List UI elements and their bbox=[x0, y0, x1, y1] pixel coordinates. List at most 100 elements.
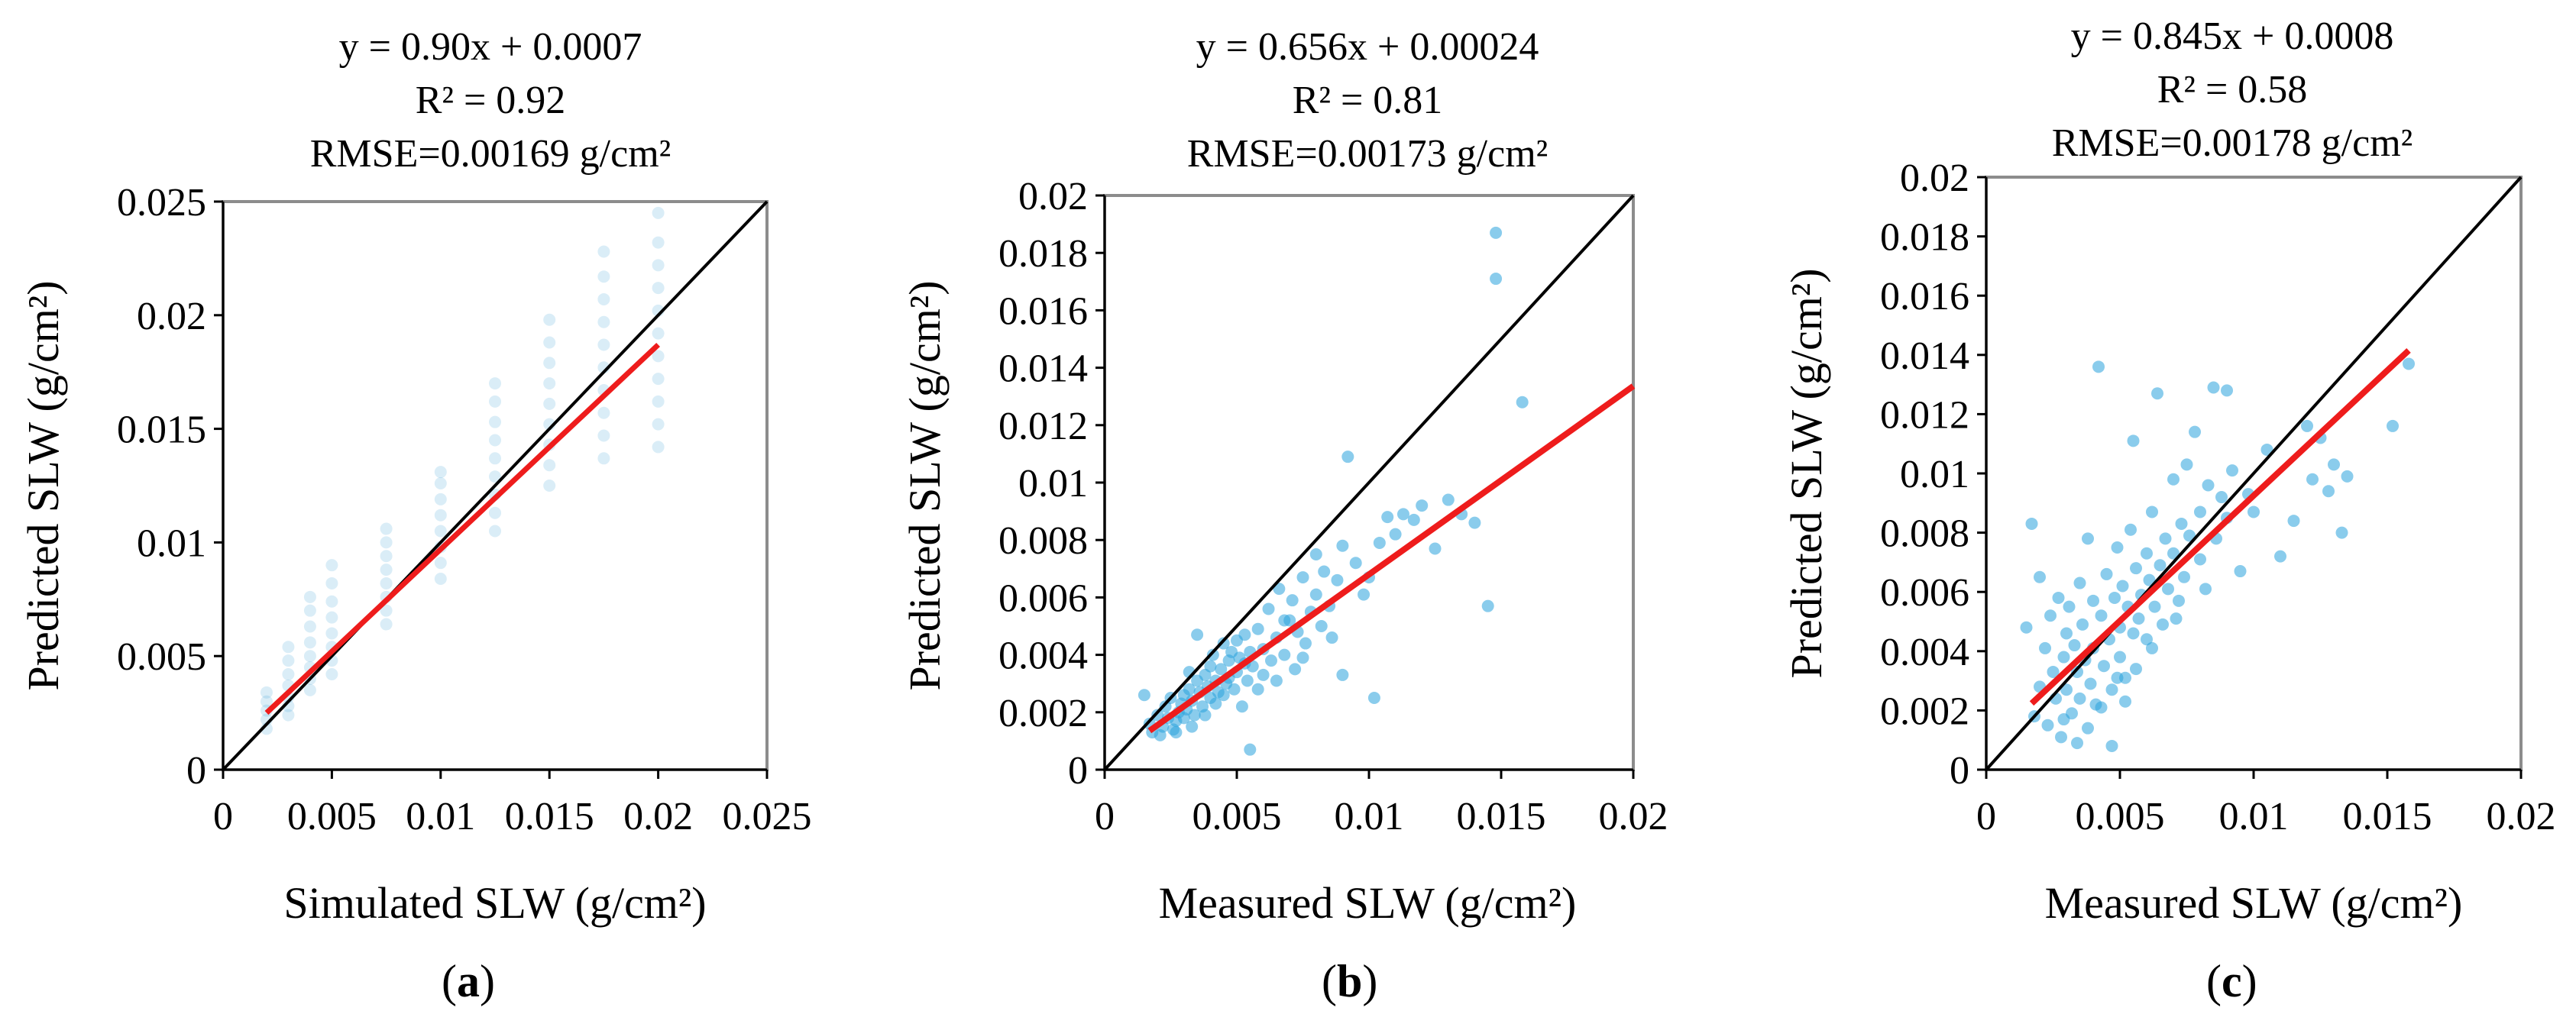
panel-a-data-point bbox=[652, 418, 665, 431]
panel-c-y-tick-label: 0.002 bbox=[1880, 690, 1969, 733]
panel-a-data-point bbox=[489, 434, 501, 447]
panel-a-data-point bbox=[543, 459, 556, 472]
panel-b: y = 0.656x + 0.00024 R² = 0.81 RMSE=0.00… bbox=[900, 25, 1668, 1006]
panel-c-data-point bbox=[2127, 434, 2140, 447]
panel-a-regression-line bbox=[264, 342, 660, 715]
panel-c-x-ticks: 0 0.005 0.01 0.015 0.02 bbox=[1976, 770, 2556, 838]
panel-c-data-point bbox=[2226, 464, 2238, 477]
panel-c-data-point bbox=[2322, 485, 2335, 498]
panel-b-data-point bbox=[1296, 571, 1309, 584]
panel-c-y-tick-label: 0.01 bbox=[1900, 453, 1969, 496]
panel-c-data-point bbox=[2076, 618, 2089, 631]
panel-b-y-tick-label: 0.008 bbox=[998, 519, 1088, 563]
panel-b-data-point bbox=[1442, 493, 1455, 506]
panel-b-data-point bbox=[1191, 628, 1204, 641]
panel-c-data-point bbox=[2143, 573, 2156, 586]
panel-c-label: (c) bbox=[2206, 956, 2257, 1006]
panel-c-y-ticks: 0 0.002 0.004 0.006 0.008 0.01 0.012 0.014 0.016… bbox=[1880, 157, 1986, 793]
panel-c-data-point bbox=[2041, 719, 2054, 731]
panel-b-data-point bbox=[1238, 628, 1251, 641]
panel-a-data-point bbox=[434, 557, 447, 570]
panel-c-data-point bbox=[2057, 651, 2070, 664]
panel-c-y-tick-label: 0.004 bbox=[1880, 631, 1969, 674]
panel-a-data-point bbox=[489, 415, 501, 428]
panel-c-data-point bbox=[2095, 701, 2108, 714]
panel-a-data-point bbox=[380, 576, 393, 589]
panel-a-y-tick-label: 0.01 bbox=[137, 522, 206, 565]
panel-c-x-axis-label: Measured SLW (g/cm²) bbox=[2045, 878, 2463, 928]
panel-a-data-point bbox=[325, 576, 338, 589]
panel-c-y-tick-label: 0 bbox=[1950, 749, 1969, 793]
panel-c-data-point bbox=[2125, 523, 2137, 536]
panel-a-data-point bbox=[652, 327, 665, 340]
panel-a-data-point bbox=[380, 536, 393, 549]
panel-c-data-point bbox=[2306, 473, 2319, 486]
panel-b-y-tick-label: 0 bbox=[1068, 749, 1088, 793]
panel-a-data-point bbox=[543, 377, 556, 390]
panel-b-data-point bbox=[1381, 511, 1394, 524]
panel-c-data-point bbox=[2098, 660, 2110, 673]
panel-c-data-point bbox=[2189, 425, 2201, 438]
panel-c-data-point bbox=[2114, 651, 2126, 664]
panel-c-data-point bbox=[2215, 491, 2228, 504]
panel-a-data-point bbox=[543, 480, 556, 492]
panel-b-data-point bbox=[1407, 513, 1420, 526]
panel-c-plot-area: 0 0.005 0.01 0.015 0.02 0 0.002 0.004 0.006 0.00… bbox=[1880, 157, 2556, 838]
panel-a-data-point bbox=[380, 618, 393, 631]
panel-b-y-tick-label: 0.002 bbox=[998, 692, 1088, 735]
panel-c-regression-line bbox=[2029, 348, 2411, 706]
panel-b-data-point bbox=[1516, 396, 1529, 409]
panel-a-x-axis-label: Simulated SLW (g/cm²) bbox=[283, 878, 706, 928]
panel-a-y-tick-label: 0.02 bbox=[137, 295, 206, 338]
panel-b-x-tick-label: 0.005 bbox=[1193, 795, 1282, 838]
panel-b-x-axis-label: Measured SLW (g/cm²) bbox=[1159, 878, 1577, 928]
panel-b-y-ticks: 0 0.002 0.004 0.006 0.008 0.01 0.012 0.014 0.016… bbox=[998, 175, 1105, 793]
panel-c-y-tick-label: 0.008 bbox=[1880, 512, 1969, 556]
panel-c-x-tick-label: 0.005 bbox=[2076, 795, 2165, 838]
panel-c-data-point bbox=[2248, 505, 2260, 518]
panel-a-data-point bbox=[282, 654, 295, 667]
panel-b-data-point bbox=[1289, 663, 1302, 676]
panel-c-data-point bbox=[2141, 547, 2153, 560]
panel-b-data-point bbox=[1186, 720, 1199, 733]
panel-a: y = 0.90x + 0.0007 R² = 0.92 RMSE=0.0016… bbox=[18, 25, 812, 1006]
panel-c-data-point bbox=[2159, 532, 2172, 545]
panel-b-y-tick-label: 0.016 bbox=[998, 289, 1088, 333]
panel-a-data-point bbox=[303, 604, 316, 617]
panel-c-x-tick-label: 0.015 bbox=[2343, 795, 2432, 838]
panel-c-data-point bbox=[2148, 600, 2161, 613]
panel-a-x-tick-label: 0.01 bbox=[406, 795, 475, 838]
panel-c-data-point bbox=[2047, 665, 2060, 678]
panel-a-data-point bbox=[652, 373, 665, 386]
panel-a-data-point bbox=[543, 357, 556, 370]
panel-a-title-line-1: y = 0.90x + 0.0007 bbox=[339, 25, 642, 69]
panel-c-data-point bbox=[2082, 722, 2094, 735]
panel-a-data-point bbox=[380, 564, 393, 576]
panel-b-label: (b) bbox=[1322, 956, 1377, 1006]
panel-b-data-point bbox=[1468, 516, 1481, 529]
panel-b-data-point bbox=[1228, 683, 1241, 696]
panel-a-data-point bbox=[489, 377, 501, 390]
panel-a-data-point bbox=[597, 338, 610, 351]
panel-a-x-tick-label: 0 bbox=[213, 795, 233, 838]
panel-b-data-point bbox=[1188, 709, 1201, 722]
panel-a-data-point bbox=[303, 636, 316, 649]
panel-b-data-point bbox=[1235, 700, 1248, 713]
panel-a-data-point bbox=[325, 668, 338, 681]
panel-c-data-point bbox=[2068, 639, 2081, 652]
panel-a-y-tick-label: 0 bbox=[186, 749, 206, 793]
panel-a-x-tick-label: 0.02 bbox=[623, 795, 693, 838]
panel-b-data-point bbox=[1341, 451, 1354, 463]
panel-b-data-point bbox=[1367, 692, 1380, 704]
panel-c-data-point bbox=[2287, 515, 2300, 528]
panel-b-data-point bbox=[1215, 663, 1228, 676]
panel-a-data-point bbox=[652, 441, 665, 454]
panel-a-plot-area: 0 0.005 0.01 0.015 0.02 0.025 0 0.005 0.01 0.015… bbox=[117, 181, 812, 838]
panel-a-y-tick-label: 0.015 bbox=[117, 409, 206, 452]
panel-c-data-point bbox=[2071, 737, 2083, 750]
panel-c-data-point bbox=[2073, 576, 2086, 589]
panel-c-y-tick-label: 0.012 bbox=[1880, 393, 1969, 437]
panel-b-data-point bbox=[1490, 273, 1503, 286]
panel-b-data-point bbox=[1389, 528, 1402, 541]
panel-c-data-point bbox=[2092, 360, 2105, 373]
